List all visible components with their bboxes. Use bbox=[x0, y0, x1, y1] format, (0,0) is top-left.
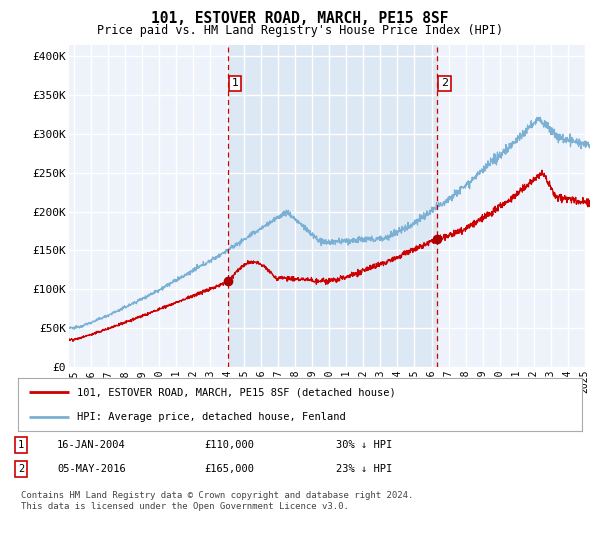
Text: 1: 1 bbox=[232, 78, 238, 88]
Text: 2: 2 bbox=[18, 464, 24, 474]
Text: 05-MAY-2016: 05-MAY-2016 bbox=[57, 464, 126, 474]
Text: Contains HM Land Registry data © Crown copyright and database right 2024.
This d: Contains HM Land Registry data © Crown c… bbox=[21, 491, 413, 511]
Text: 16-JAN-2004: 16-JAN-2004 bbox=[57, 440, 126, 450]
Text: 30% ↓ HPI: 30% ↓ HPI bbox=[336, 440, 392, 450]
Text: £165,000: £165,000 bbox=[204, 464, 254, 474]
Bar bbox=[228, 45, 437, 367]
Text: HPI: Average price, detached house, Fenland: HPI: Average price, detached house, Fenl… bbox=[77, 412, 346, 422]
Bar bbox=[584, 45, 590, 367]
Text: 23% ↓ HPI: 23% ↓ HPI bbox=[336, 464, 392, 474]
Text: 2: 2 bbox=[441, 78, 448, 88]
Text: Price paid vs. HM Land Registry's House Price Index (HPI): Price paid vs. HM Land Registry's House … bbox=[97, 24, 503, 36]
Text: 1: 1 bbox=[18, 440, 24, 450]
Text: £110,000: £110,000 bbox=[204, 440, 254, 450]
Text: 101, ESTOVER ROAD, MARCH, PE15 8SF: 101, ESTOVER ROAD, MARCH, PE15 8SF bbox=[151, 11, 449, 26]
Text: 101, ESTOVER ROAD, MARCH, PE15 8SF (detached house): 101, ESTOVER ROAD, MARCH, PE15 8SF (deta… bbox=[77, 388, 396, 398]
